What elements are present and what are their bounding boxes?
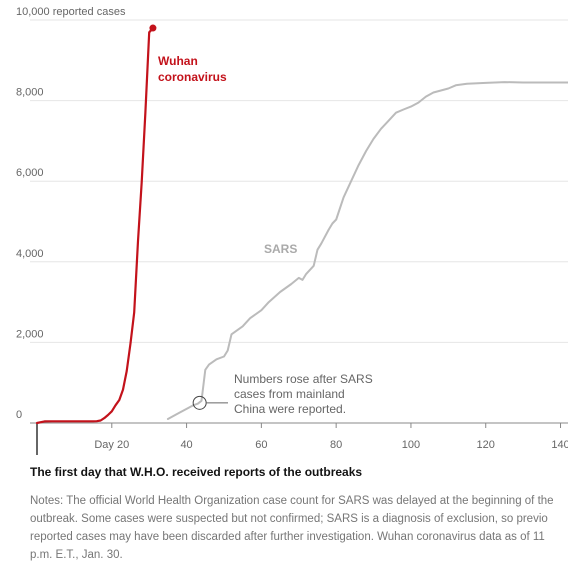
wuhan-label: Wuhan bbox=[158, 54, 198, 68]
y-tick-labels: 0 2,000 4,000 6,000 8,000 10,000 reported cas… bbox=[16, 6, 126, 421]
notes-line-3: reported cases may have been discarded a… bbox=[30, 531, 545, 543]
x-tick-label: 80 bbox=[330, 439, 342, 451]
notes-line-1: Notes: The official World Health Organiz… bbox=[30, 495, 554, 507]
sars-note-marker bbox=[192, 395, 207, 410]
wuhan-label: coronavirus bbox=[158, 70, 227, 84]
start-marker-note: The first day that W.H.O. received repor… bbox=[30, 465, 363, 479]
wuhan-end-point bbox=[149, 24, 157, 32]
y-tick-label: 10,000 reported cases bbox=[16, 6, 126, 18]
y-tick-label: 0 bbox=[16, 409, 22, 421]
y-tick-label: 4,000 bbox=[16, 248, 44, 260]
annotations: Wuhan coronavirus SARS Numbers rose after S… bbox=[158, 54, 373, 416]
x-tick-label: 60 bbox=[255, 439, 267, 451]
cases-line-chart: 0 2,000 4,000 6,000 8,000 10,000 reported cas… bbox=[16, 6, 568, 455]
sars-label: SARS bbox=[264, 242, 297, 256]
gridlines bbox=[30, 19, 568, 424]
x-tick-label: Day 20 bbox=[94, 439, 129, 451]
x-tick-label: 140 bbox=[551, 439, 568, 451]
y-tick-label: 2,000 bbox=[16, 328, 44, 340]
x-tick-label: 100 bbox=[402, 439, 420, 451]
x-tick-label: 120 bbox=[477, 439, 495, 451]
wuhan-line bbox=[35, 27, 154, 425]
y-tick-label: 6,000 bbox=[16, 167, 44, 179]
notes-line-4: p.m. E.T., Jan. 30. bbox=[30, 549, 123, 561]
series-lines bbox=[35, 24, 568, 425]
sars-line bbox=[166, 81, 568, 420]
sars-note-text: China were reported. bbox=[234, 402, 346, 416]
x-axis: Day 20 40 60 80 100 120 140 bbox=[36, 423, 568, 455]
sars-note-text: cases from mainland bbox=[234, 387, 345, 401]
sars-note-text: Numbers rose after SARS bbox=[234, 372, 373, 386]
y-tick-label: 8,000 bbox=[16, 87, 44, 99]
notes-line-2: outbreak. Some cases were suspected but … bbox=[30, 513, 548, 525]
x-tick-label: 40 bbox=[180, 439, 192, 451]
chart-notes: Notes: The official World Health Organiz… bbox=[30, 492, 568, 564]
